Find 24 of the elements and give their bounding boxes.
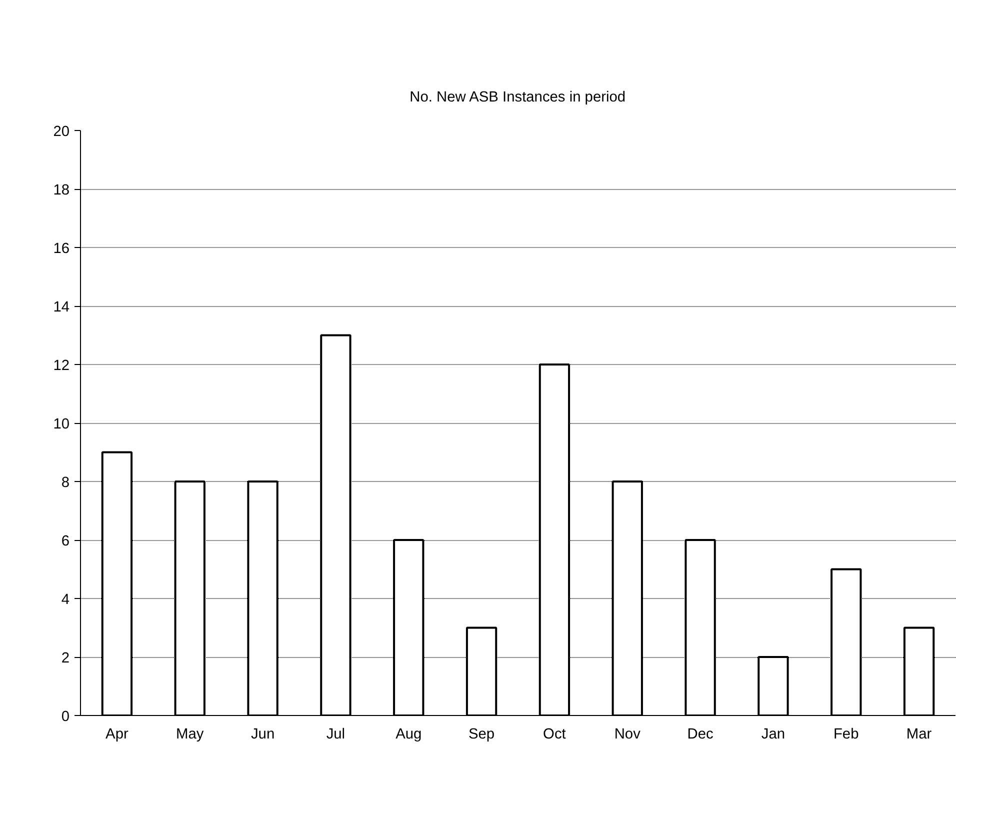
y-tick-label: 20 <box>53 124 70 140</box>
x-tick-label: Mar <box>906 726 932 742</box>
y-tick-label: 12 <box>53 358 70 374</box>
x-tick-label: Sep <box>468 726 495 742</box>
x-tick-label: Jan <box>761 726 786 742</box>
x-tick-label: Nov <box>614 726 642 742</box>
y-tick-label: 18 <box>53 182 70 198</box>
x-tick-label: Jul <box>326 726 346 742</box>
y-tick-label: 2 <box>61 650 70 666</box>
y-tick-label: 8 <box>61 475 70 491</box>
y-tick-label: 4 <box>61 592 70 608</box>
y-tick-label: 10 <box>53 416 70 432</box>
x-tick-label: Feb <box>834 726 859 742</box>
x-tick-label: Apr <box>106 726 128 742</box>
x-tick-label: Aug <box>396 726 422 742</box>
chart-title: No. New ASB Instances in period <box>410 90 626 106</box>
y-tick-label: 0 <box>61 709 70 725</box>
y-tick-label: 14 <box>53 300 70 316</box>
x-tick-label: Dec <box>687 726 714 742</box>
x-tick-label: May <box>176 726 204 742</box>
x-tick-label: Oct <box>543 726 566 742</box>
y-tick-label: 16 <box>53 241 70 257</box>
y-tick-label: 6 <box>61 534 70 550</box>
x-tick-label: Jun <box>250 726 275 742</box>
